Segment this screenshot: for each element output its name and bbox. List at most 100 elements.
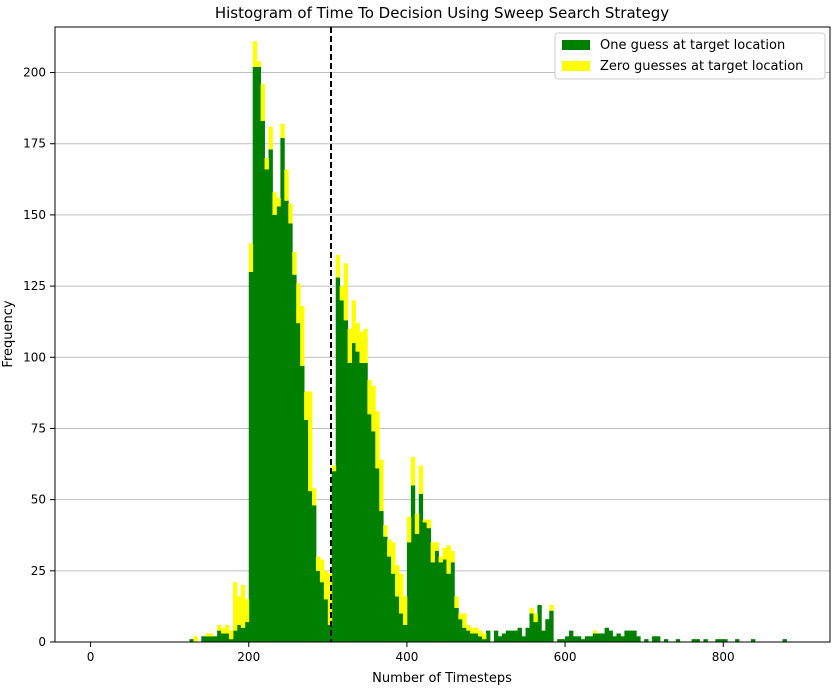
- bar-one-guess: [462, 627, 467, 642]
- bar-zero-guesses: [355, 323, 360, 352]
- y-tick-label: 100: [23, 350, 46, 364]
- bar-zero-guesses: [466, 624, 471, 631]
- x-tick-label: 0: [87, 650, 95, 664]
- bar-one-guess: [628, 630, 633, 642]
- bar-one-guess: [430, 562, 435, 642]
- bar-one-guess: [529, 613, 534, 642]
- bar-zero-guesses: [300, 306, 305, 366]
- bar-one-guess: [695, 639, 700, 642]
- bar-zero-guesses: [319, 559, 325, 583]
- legend-swatch-zero-guesses: [562, 61, 590, 71]
- bar-zero-guesses: [205, 633, 210, 637]
- bar-one-guess: [466, 630, 471, 642]
- y-tick-label: 0: [38, 635, 46, 649]
- bar-one-guess: [446, 573, 451, 642]
- bar-zero-guesses: [367, 380, 372, 415]
- bar-zero-guesses: [430, 542, 435, 563]
- bar-one-guess: [264, 169, 269, 642]
- plot-frame: [54, 26, 831, 643]
- bar-one-guess: [272, 214, 277, 642]
- bar-one-guess: [454, 607, 459, 642]
- bar-one-guess: [399, 613, 404, 642]
- bar-one-guess: [572, 636, 578, 642]
- bar-zero-guesses: [256, 61, 262, 67]
- y-tick-label: 50: [31, 493, 46, 507]
- bar-one-guess: [395, 596, 400, 642]
- bar-zero-guesses: [343, 263, 349, 321]
- bar-zero-guesses: [434, 542, 439, 551]
- bar-one-guess: [509, 630, 515, 642]
- bar-zero-guesses: [474, 627, 479, 634]
- bar-one-guess: [644, 639, 649, 642]
- bar-one-guess: [719, 639, 724, 642]
- bar-one-guess: [410, 485, 416, 642]
- bar-zero-guesses: [418, 465, 424, 494]
- bar-one-guess: [387, 556, 392, 642]
- bar-zero-guesses: [323, 570, 329, 600]
- bar-one-guess: [612, 636, 617, 642]
- bar-one-guess: [517, 627, 522, 642]
- bar-one-guess: [213, 636, 218, 642]
- bar-one-guess: [513, 630, 519, 642]
- bar-one-guess: [675, 639, 681, 642]
- bar-zero-guesses: [221, 627, 226, 634]
- bar-zero-guesses: [470, 627, 475, 634]
- bar-one-guess: [209, 636, 214, 642]
- bar-one-guess: [703, 639, 708, 642]
- bar-zero-guesses: [304, 391, 309, 420]
- bar-zero-guesses: [225, 624, 230, 634]
- bar-zero-guesses: [529, 607, 534, 614]
- bar-zero-guesses: [228, 630, 234, 640]
- bar-one-guess: [296, 323, 301, 642]
- bar-one-guess: [217, 630, 222, 642]
- bar-zero-guesses: [414, 513, 420, 534]
- legend-swatch-one-guess: [562, 40, 590, 50]
- bar-one-guess: [359, 362, 364, 642]
- bar-one-guess: [375, 468, 380, 642]
- bar-zero-guesses: [549, 604, 554, 611]
- bar-one-guess: [750, 639, 756, 642]
- bar-zero-guesses: [375, 411, 380, 469]
- bar-one-guess: [735, 639, 740, 642]
- bar-zero-guesses: [288, 203, 293, 224]
- bar-one-guess: [521, 636, 526, 642]
- y-axis-ticks: 0 25 50 75 100 125 150 175 200: [23, 66, 55, 649]
- bar-zero-guesses: [240, 585, 246, 628]
- bar-one-guess: [288, 223, 293, 643]
- bar-zero-guesses: [592, 630, 598, 634]
- bar-one-guess: [367, 414, 372, 642]
- bar-one-guess: [240, 627, 246, 642]
- bar-one-guess: [580, 639, 586, 642]
- bar-one-guess: [323, 599, 329, 642]
- bar-zero-guesses: [276, 197, 281, 207]
- bar-one-guess: [248, 271, 254, 642]
- bars: [189, 41, 787, 643]
- bar-one-guess: [497, 636, 503, 642]
- bar-one-guess: [252, 66, 258, 643]
- bar-one-guess: [383, 536, 388, 642]
- bar-zero-guesses: [482, 633, 487, 640]
- legend-label-zero-guesses: Zero guesses at target location: [600, 59, 803, 74]
- bar-one-guess: [782, 639, 787, 642]
- bar-zero-guesses: [458, 613, 463, 620]
- bar-zero-guesses: [339, 286, 345, 301]
- bar-one-guess: [569, 630, 574, 642]
- bar-one-guess: [533, 622, 538, 642]
- bar-zero-guesses: [335, 254, 341, 278]
- bar-zero-guesses: [209, 633, 214, 637]
- bar-zero-guesses: [217, 624, 222, 631]
- bar-one-guess: [537, 604, 542, 642]
- bar-one-guess: [268, 149, 273, 643]
- x-tick-label: 800: [712, 650, 735, 664]
- bar-one-guess: [260, 120, 265, 643]
- bar-one-guess: [228, 639, 234, 642]
- bar-zero-guesses: [264, 157, 269, 170]
- bar-zero-guesses: [450, 550, 455, 563]
- bar-zero-guesses: [371, 385, 376, 432]
- bar-one-guess: [652, 636, 657, 642]
- bar-one-guess: [256, 66, 262, 643]
- bar-one-guess: [414, 533, 420, 642]
- bar-zero-guesses: [232, 582, 238, 631]
